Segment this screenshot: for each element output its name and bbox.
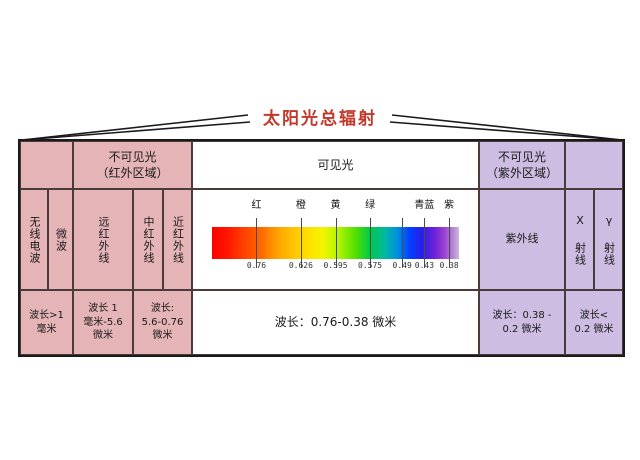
spectrum-tick-value-0: 0.76 <box>246 261 267 270</box>
title-brace <box>21 114 623 141</box>
row3-visible-wavelength: 波长：0.76-0.38 微米 <box>192 290 479 355</box>
label-mid-near-ir-wl-2: 5.6-0.76 <box>141 316 184 328</box>
visible-spectrum-chart: 红 橙 黄 绿 青蓝紫 0.76 0.626 0.595 0.575 0.49 0.43 0.38 <box>212 196 459 284</box>
label-mid-near-ir-wl-1: 波长: <box>150 303 175 315</box>
label-far-ir-wl-1: 波长 1 <box>88 303 118 315</box>
row1-invisible-ultraviolet: 不可见光 （紫外区域） <box>479 141 565 189</box>
label-x-ray: X 射线 <box>573 213 587 266</box>
label-far-ir-wl-2: 毫米-5.6 <box>83 316 123 328</box>
row1-blank-radio <box>20 141 73 189</box>
label-microwave: 微波 <box>54 227 68 252</box>
spectrum-tick-5 <box>424 218 426 268</box>
label-invisible-infrared-1: 不可见光 <box>108 149 157 164</box>
row3-xray-gamma-wavelength: 波长< 0.2 微米 <box>565 290 623 355</box>
spectrum-color-label-0: 红 <box>251 200 262 211</box>
spectrum-tick-2 <box>335 218 337 268</box>
row3-radio-wavelength: 波长>1 毫米 <box>20 290 73 355</box>
label-visible: 可见光 <box>317 157 354 172</box>
label-far-ir-wl-3: 微米 <box>93 330 113 342</box>
spectrum-color-label-2: 黄 <box>330 200 341 211</box>
label-visible-wl: 波长：0.76-0.38 微米 <box>274 315 397 330</box>
row2-microwave: 微波 <box>48 189 73 290</box>
spectrum-color-label-4: 青蓝 <box>414 200 435 211</box>
spectrum-tick-value-2: 0.595 <box>323 261 348 270</box>
label-uv-wl-1: 波长：0.38 - <box>492 310 552 321</box>
spectrum-tick-3 <box>370 218 372 268</box>
spectrum-tick-value-5: 0.43 <box>414 261 435 270</box>
row2-x-ray: X 射线 <box>565 189 594 290</box>
label-radio-wl-2: 毫米 <box>36 323 57 335</box>
row1-visible: 可见光 <box>192 141 479 189</box>
row1-invisible-infrared: 不可见光 （红外区域） <box>73 141 192 189</box>
label-uv-wl-2: 0.2 微米 <box>502 323 542 335</box>
label-invisible-infrared-2: （红外区域） <box>96 166 169 180</box>
row2-far-infrared: 远红外线 <box>73 189 133 290</box>
spectrum-color-labels: 红 橙 黄 绿 青蓝紫 <box>212 196 459 216</box>
row3-far-infrared-wavelength: 波长 1 毫米-5.6 微米 <box>73 290 133 355</box>
label-gamma-ray: γ 射线 <box>602 213 616 266</box>
label-radio-wave: 无线电波 <box>28 215 42 264</box>
row2-radio-wave: 无线电波 <box>20 189 48 290</box>
label-invisible-uv-1: 不可见光 <box>497 149 546 164</box>
row2-gamma-ray: γ 射线 <box>594 189 623 290</box>
spectrum-tick-value-3: 0.575 <box>358 261 383 270</box>
label-ultraviolet: 紫外线 <box>505 232 539 246</box>
label-mid-near-ir-wl-3: 微米 <box>152 330 173 342</box>
spectrum-tick-value-1: 0.626 <box>288 261 313 270</box>
spectrum-tick-value-6: 0.38 <box>439 261 459 270</box>
spectrum-color-label-3: 绿 <box>365 200 376 211</box>
label-mid-infrared: 中红外线 <box>142 215 156 264</box>
spectrum-tick-value-4: 0.49 <box>392 261 412 270</box>
label-far-infrared: 远红外线 <box>97 215 111 264</box>
label-near-infrared: 近红外线 <box>171 215 185 264</box>
row2-mid-infrared: 中红外线 <box>133 189 163 290</box>
row3-mid-near-infrared-wavelength: 波长: 5.6-0.76 微米 <box>133 290 192 355</box>
spectrum-tick-6 <box>449 218 451 268</box>
spectrum-color-label-1: 橙 <box>295 200 306 211</box>
spectrum-tick-4 <box>402 218 404 268</box>
row2-near-infrared: 近红外线 <box>163 189 192 290</box>
row1-blank-xray <box>565 141 623 189</box>
spectrum-tick-0 <box>256 218 258 268</box>
label-radio-wl-1: 波长>1 <box>29 310 64 321</box>
spectrum-tick-1 <box>300 218 302 268</box>
label-invisible-uv-2: （紫外区域） <box>485 166 558 180</box>
row2-ultraviolet: 紫外线 <box>479 189 565 290</box>
label-xray-gamma-wl-1: 波长< <box>579 310 609 321</box>
row3-ultraviolet-wavelength: 波长：0.38 - 0.2 微米 <box>479 290 565 355</box>
label-xray-gamma-wl-2: 0.2 微米 <box>574 323 614 335</box>
page-title: 太阳光总辐射 <box>263 109 377 129</box>
spectrum-color-label-5: 紫 <box>444 200 455 211</box>
